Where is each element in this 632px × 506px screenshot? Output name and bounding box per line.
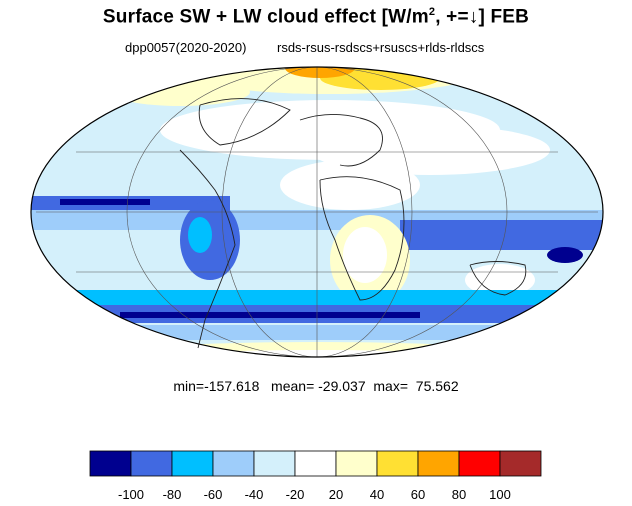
colorbar-swatch	[376, 450, 419, 477]
colorbar-swatch	[212, 450, 255, 477]
title-rest: , +=↓] FEB	[435, 6, 530, 28]
colorbar-swatch	[253, 450, 296, 477]
colorbar-tick-label: 100	[489, 487, 511, 502]
colorbar-swatch	[458, 450, 501, 477]
colorbar-swatch	[335, 450, 378, 477]
coastlines	[179, 98, 527, 349]
colorbar-tick-label: 40	[369, 487, 385, 502]
map-title: Surface SW + LW cloud effect [W/m2, +=↓]…	[0, 6, 632, 28]
colorbar-tick-label: 80	[451, 487, 467, 502]
colorbar-swatch	[294, 450, 337, 477]
title-superscript: 2	[428, 6, 436, 18]
colorbar-tick-label: 20	[328, 487, 344, 502]
colorbar-tick-label: 60	[410, 487, 426, 502]
statistics-line: min=-157.618 mean= -29.037 max= 75.562	[173, 378, 459, 394]
colorbar-swatch	[499, 450, 542, 477]
map-border	[30, 66, 604, 358]
colorbar-tick-label: -100	[117, 487, 145, 502]
experiment-label: dpp0057(2020-2020)	[125, 40, 247, 55]
colorbar-swatch	[130, 450, 173, 477]
colorbar-tick-label: -80	[162, 487, 182, 502]
colorbar-swatch	[89, 450, 132, 477]
title-main: Surface SW + LW cloud effect [W/m	[102, 6, 429, 28]
colorbar-tick-label: -20	[285, 487, 305, 502]
colorbar-tick-label: -40	[244, 487, 264, 502]
colorbar-tick-label: -60	[203, 487, 223, 502]
colorbar-swatch	[417, 450, 460, 477]
formula-label: rsds-rsus-rsdscs+rsuscs+rlds-rldscs	[277, 40, 485, 55]
colorbar-swatch	[171, 450, 214, 477]
